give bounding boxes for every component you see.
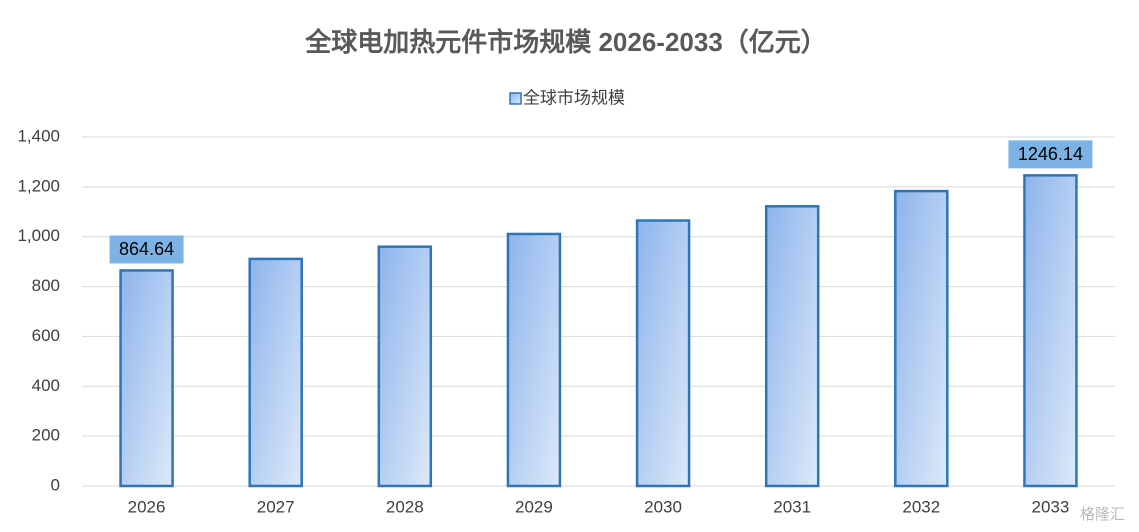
data-label-box	[109, 235, 184, 264]
watermark: 格隆汇	[1080, 506, 1125, 523]
bar	[248, 257, 303, 488]
y-tick-label: 200	[32, 426, 60, 445]
y-tick-label: 400	[32, 376, 60, 395]
data-label: 864.64	[119, 239, 174, 259]
bar	[635, 219, 691, 488]
bar	[377, 245, 433, 488]
bar	[506, 232, 562, 488]
x-tick-label: 2027	[257, 497, 295, 516]
bar	[764, 205, 820, 488]
legend-swatch	[509, 92, 522, 105]
y-tick-label: 600	[32, 326, 60, 345]
y-tick-label: 1,200	[17, 176, 60, 195]
chart-title: 全球电加热元件市场规模 2026-2033（亿元）	[304, 27, 827, 57]
x-tick-label: 2030	[644, 497, 682, 516]
x-tick-label: 2026	[128, 497, 166, 516]
x-tick-label: 2033	[1032, 497, 1070, 516]
y-tick-label: 0	[51, 475, 60, 494]
bar	[894, 189, 949, 488]
legend-label: 全球市场规模	[523, 88, 625, 107]
bar	[119, 269, 174, 488]
x-tick-label: 2032	[902, 497, 940, 516]
data-label: 1246.14	[1018, 144, 1083, 164]
y-tick-label: 800	[32, 276, 60, 295]
x-tick-label: 2028	[386, 497, 424, 516]
bar	[1023, 174, 1078, 488]
y-tick-label: 1,400	[17, 126, 60, 145]
x-tick-label: 2029	[515, 497, 553, 516]
y-tick-label: 1,000	[17, 226, 60, 245]
data-label-box	[1008, 140, 1093, 169]
x-tick-label: 2031	[773, 497, 811, 516]
